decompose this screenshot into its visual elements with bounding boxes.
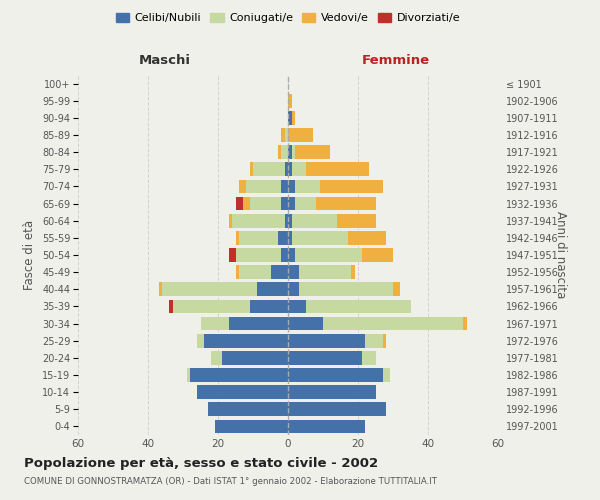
Bar [257,282,288,296]
Bar [361,248,393,262]
Bar [215,420,288,434]
Bar [288,282,299,296]
Bar [229,248,235,262]
Bar [316,196,376,210]
Bar [200,316,229,330]
Bar [190,368,288,382]
Bar [295,248,361,262]
Bar [361,351,376,364]
Bar [288,316,323,330]
Bar [235,196,242,210]
Bar [288,368,383,382]
Bar [292,146,295,159]
Bar [295,180,320,194]
Bar [239,266,271,279]
Bar [288,351,361,364]
Bar [288,402,386,416]
Bar [337,214,376,228]
Bar [281,146,288,159]
Bar [295,146,330,159]
Bar [288,386,376,399]
Bar [288,111,292,124]
Bar [246,180,281,194]
Bar [232,214,284,228]
Bar [173,300,250,314]
Text: Popolazione per età, sesso e stato civile - 2002: Popolazione per età, sesso e stato civil… [24,458,378,470]
Bar [284,162,288,176]
Bar [211,351,221,364]
Bar [305,300,410,314]
Bar [204,334,288,347]
Bar [281,248,288,262]
Bar [288,128,313,142]
Bar [323,316,463,330]
Bar [162,282,257,296]
Bar [299,282,393,296]
Bar [288,420,365,434]
Bar [187,368,190,382]
Bar [235,231,239,244]
Text: Femmine: Femmine [362,54,430,68]
Bar [235,266,239,279]
Bar [288,248,295,262]
Bar [288,214,292,228]
Bar [250,196,281,210]
Bar [242,196,250,210]
Bar [351,266,355,279]
Bar [383,334,386,347]
Bar [288,196,295,210]
Bar [288,94,292,108]
Bar [292,111,295,124]
Bar [281,180,288,194]
Bar [277,146,281,159]
Bar [235,248,281,262]
Bar [288,162,292,176]
Bar [221,351,288,364]
Bar [229,316,288,330]
Bar [208,402,288,416]
Bar [288,180,295,194]
Bar [239,180,246,194]
Bar [281,128,284,142]
Bar [250,300,288,314]
Bar [292,231,347,244]
Text: Maschi: Maschi [139,54,191,68]
Bar [250,162,253,176]
Bar [347,231,386,244]
Bar [288,334,365,347]
Bar [288,266,299,279]
Bar [292,162,305,176]
Y-axis label: Anni di nascita: Anni di nascita [554,212,567,298]
Bar [197,334,204,347]
Bar [239,231,277,244]
Bar [197,386,288,399]
Bar [463,316,467,330]
Bar [383,368,389,382]
Bar [288,146,292,159]
Bar [284,128,288,142]
Bar [288,300,305,314]
Bar [288,231,292,244]
Bar [284,214,288,228]
Bar [271,266,288,279]
Bar [365,334,383,347]
Y-axis label: Fasce di età: Fasce di età [23,220,37,290]
Text: COMUNE DI GONNOSTRAMATZA (OR) - Dati ISTAT 1° gennaio 2002 - Elaborazione TUTTIT: COMUNE DI GONNOSTRAMATZA (OR) - Dati IST… [24,478,437,486]
Bar [169,300,173,314]
Bar [393,282,400,296]
Bar [281,196,288,210]
Bar [320,180,383,194]
Bar [229,214,232,228]
Bar [277,231,288,244]
Bar [292,214,337,228]
Bar [305,162,368,176]
Legend: Celibi/Nubili, Coniugati/e, Vedovi/e, Divorziati/e: Celibi/Nubili, Coniugati/e, Vedovi/e, Di… [112,8,464,28]
Bar [253,162,284,176]
Bar [295,196,316,210]
Bar [158,282,162,296]
Bar [299,266,351,279]
